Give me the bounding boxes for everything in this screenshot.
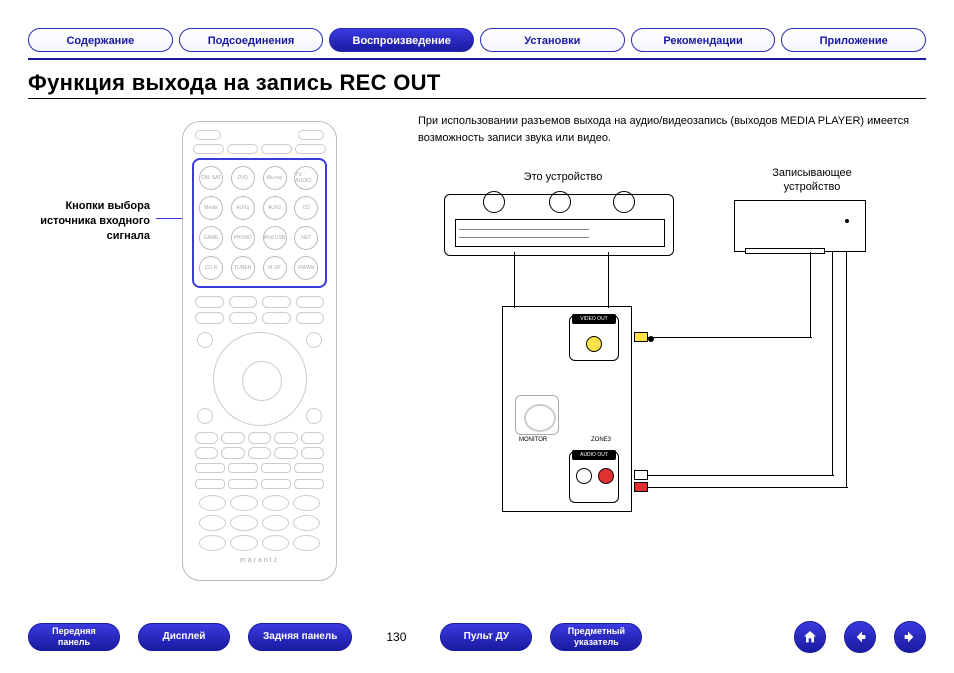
plug-audio-white — [634, 470, 648, 480]
src-button[interactable]: NET — [294, 226, 318, 250]
audio-out-block: AUDIO OUT MEDIA PLAYER — [569, 451, 619, 503]
src-button[interactable]: CD-R — [199, 256, 223, 280]
remote-mid-row — [189, 294, 330, 326]
src-button[interactable]: iPod USB — [263, 226, 287, 250]
diagram-column: При использовании разъемов выхода на ауд… — [398, 113, 926, 623]
btn-label: панель — [58, 637, 90, 648]
top-nav: Содержание Подсоединения Воспроизведение… — [28, 28, 926, 52]
remote-func-row — [189, 477, 330, 491]
src-button[interactable]: FM/AM — [294, 256, 318, 280]
src-button[interactable]: Media — [199, 196, 223, 220]
video-rca-yellow — [586, 336, 602, 352]
rear-panel-detail: VIDEO OUT MEDIA PLAYER AUDIO OUT MEDIA P… — [502, 306, 632, 512]
description-text: При использовании разъемов выхода на ауд… — [418, 113, 926, 146]
btn-rear-panel[interactable]: Задняя панель — [248, 623, 352, 651]
remote-dpad[interactable] — [213, 332, 307, 426]
home-button[interactable] — [794, 621, 826, 653]
btn-display[interactable]: Дисплей — [138, 623, 230, 651]
src-button[interactable]: DVD — [231, 166, 255, 190]
btn-label: Предметный — [568, 626, 625, 637]
arrow-left-icon — [852, 629, 868, 645]
btn-front-panel[interactable]: Передняя панель — [28, 623, 120, 651]
header-rule — [28, 58, 926, 60]
next-button[interactable] — [894, 621, 926, 653]
btn-index[interactable]: Предметный указатель — [550, 623, 642, 651]
tab-settings[interactable]: Установки — [480, 28, 625, 52]
src-button[interactable]: TV AUDIO — [294, 166, 318, 190]
home-icon — [802, 629, 818, 645]
src-button[interactable]: Blu-ray — [263, 166, 287, 190]
src-button[interactable]: CD — [294, 196, 318, 220]
src-button[interactable]: AUX2 — [263, 196, 287, 220]
btn-remote[interactable]: Пульт ДУ — [440, 623, 532, 651]
tab-appendix[interactable]: Приложение — [781, 28, 926, 52]
remote-column: Кнопки выбора источника входного сигнала… — [28, 113, 398, 623]
remote-number-grid — [189, 491, 330, 555]
btn-label: указатель — [574, 637, 619, 648]
connection-diagram: Это устройство Записывающее устройство V… — [418, 154, 898, 594]
arrow-right-icon — [902, 629, 918, 645]
src-button[interactable]: PHONO — [231, 226, 255, 250]
recorder-front — [734, 200, 866, 252]
remote-color-row — [189, 461, 330, 475]
bottom-nav: Передняя панель Дисплей Задняя панель 13… — [28, 621, 926, 653]
tab-connections[interactable]: Подсоединения — [179, 28, 324, 52]
tab-tips[interactable]: Рекомендации — [631, 28, 776, 52]
amp-front — [444, 194, 674, 256]
remote-callout-label: Кнопки выбора источника входного сигнала — [28, 199, 158, 244]
src-button[interactable]: CBL SAT — [199, 166, 223, 190]
audio-out-label: AUDIO OUT MEDIA PLAYER — [572, 450, 616, 460]
audio-rca-red — [598, 468, 614, 484]
btn-label: Передняя — [52, 626, 96, 637]
label-this-device: Это устройство — [508, 170, 618, 184]
tab-contents[interactable]: Содержание — [28, 28, 173, 52]
video-out-label: VIDEO OUT MEDIA PLAYER — [572, 314, 616, 324]
prev-button[interactable] — [844, 621, 876, 653]
src-button[interactable]: TUNER — [231, 256, 255, 280]
plug-video-out — [634, 332, 648, 342]
src-button[interactable]: GAME — [199, 226, 223, 250]
content-area: Кнопки выбора источника входного сигнала… — [28, 113, 926, 623]
manual-page: Содержание Подсоединения Воспроизведение… — [0, 0, 954, 673]
remote-control: CBL SAT DVD Blu-ray TV AUDIO Media AUX1 … — [182, 121, 337, 581]
remote-zone-bar — [189, 144, 330, 154]
remote-brand: marantz — [189, 557, 330, 564]
page-number: 130 — [370, 630, 422, 644]
zone3-label: ZONE3 — [591, 437, 611, 443]
page-title: Функция выхода на запись REC OUT — [28, 70, 926, 96]
plug-audio-red — [634, 482, 648, 492]
monitor-label: MONITOR — [519, 437, 547, 443]
audio-rca-white — [576, 468, 592, 484]
video-out-block: VIDEO OUT MEDIA PLAYER — [569, 315, 619, 361]
remote-source-grid: CBL SAT DVD Blu-ray TV AUDIO Media AUX1 … — [192, 158, 327, 288]
remote-transport — [189, 430, 330, 461]
src-button[interactable]: AUX1 — [231, 196, 255, 220]
remote-top-row — [189, 130, 330, 140]
src-button[interactable]: M-XP — [263, 256, 287, 280]
title-rule — [28, 98, 926, 99]
monitor-port — [515, 395, 559, 435]
label-rec-device: Записывающее устройство — [752, 166, 872, 195]
tab-playback[interactable]: Воспроизведение — [329, 28, 474, 52]
